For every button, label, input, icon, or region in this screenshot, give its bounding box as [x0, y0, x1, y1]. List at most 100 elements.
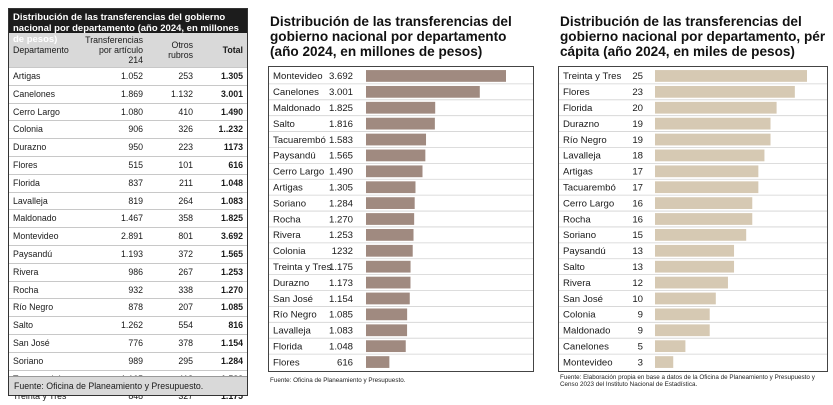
category-label: Rocha: [273, 214, 301, 225]
value-label: 19: [632, 135, 643, 146]
cell-department: Florida: [9, 174, 79, 192]
cell-other: 338: [147, 281, 197, 299]
cell-total: 1.270: [197, 281, 247, 299]
cell-department: Maldonado: [9, 210, 79, 228]
category-label: Río Negro: [563, 135, 607, 146]
category-label: Río Negro: [273, 310, 317, 321]
cell-total: 3.001: [197, 85, 247, 103]
bar: [655, 70, 807, 82]
cell-department: Montevideo: [9, 228, 79, 246]
cell-total: 1.048: [197, 174, 247, 192]
category-label: Treinta y Tres: [273, 262, 331, 273]
value-label: 1.816: [329, 119, 353, 130]
bar: [366, 229, 414, 241]
bar: [655, 324, 710, 336]
value-label: 1.825: [329, 103, 353, 114]
bar: [366, 213, 414, 225]
cell-article-214: 1.869: [79, 85, 147, 103]
cell-other: 253: [147, 68, 197, 86]
category-label: Artigas: [563, 167, 593, 178]
cell-total: 1.490: [197, 103, 247, 121]
value-label: 12: [632, 278, 643, 289]
value-label: 13: [632, 246, 643, 257]
cell-article-214: 1.193: [79, 245, 147, 263]
value-label: 1.565: [329, 151, 353, 162]
value-label: 1.490: [329, 167, 353, 178]
cell-other: 207: [147, 299, 197, 317]
bar: [366, 134, 426, 146]
cell-other: 295: [147, 352, 197, 370]
category-label: Paysandú: [273, 151, 316, 162]
bar: [655, 134, 771, 146]
transfers-table: Departamento Transferencias por artículo…: [9, 33, 247, 405]
category-label: Treinta y Tres: [563, 71, 621, 82]
category-label: Tacuarembó: [273, 135, 326, 146]
cell-article-214: 819: [79, 192, 147, 210]
value-label: 16: [632, 214, 643, 225]
bar: [655, 293, 716, 305]
category-label: Maldonado: [273, 103, 320, 114]
value-label: 18: [632, 151, 643, 162]
bar: [655, 356, 673, 368]
bar: [366, 70, 506, 82]
value-label: 9: [638, 310, 643, 321]
value-label: 1.284: [329, 198, 354, 209]
bar: [655, 165, 758, 177]
cell-article-214: 1.052: [79, 68, 147, 86]
category-label: Florida: [273, 341, 303, 352]
bar: [655, 261, 734, 273]
cell-article-214: 932: [79, 281, 147, 299]
cell-department: Soriano: [9, 352, 79, 370]
cell-total: 1.825: [197, 210, 247, 228]
table-source: Fuente: Oficina de Planeamiento y Presup…: [9, 376, 247, 395]
category-label: Lavalleja: [273, 326, 312, 337]
value-label: 1.083: [329, 326, 353, 337]
category-label: Rocha: [563, 214, 591, 225]
bar: [366, 165, 423, 177]
value-label: 1.175: [329, 262, 353, 273]
bar: [366, 181, 415, 193]
bar: [655, 102, 777, 114]
cell-total: 3.692: [197, 228, 247, 246]
cell-other: 372: [147, 245, 197, 263]
cell-other: 211: [147, 174, 197, 192]
category-label: Florida: [563, 103, 593, 114]
category-label: Paysandú: [563, 246, 606, 257]
percapita-chart-title: Distribución de las transferencias del g…: [560, 14, 828, 59]
cell-department: San José: [9, 334, 79, 352]
cell-department: Canelones: [9, 85, 79, 103]
category-label: Durazno: [563, 119, 599, 130]
cell-total: 1.085: [197, 299, 247, 317]
value-label: 3: [638, 357, 643, 368]
cell-total: 1.253: [197, 263, 247, 281]
bar: [655, 213, 752, 225]
cell-department: Flores: [9, 156, 79, 174]
cell-article-214: 515: [79, 156, 147, 174]
value-label: 616: [337, 357, 353, 368]
value-label: 20: [632, 103, 643, 114]
bar: [366, 118, 435, 130]
bar: [366, 308, 407, 320]
bar: [655, 340, 685, 352]
bar: [366, 245, 413, 257]
cell-article-214: 1.467: [79, 210, 147, 228]
value-label: 3.692: [329, 71, 353, 82]
cell-other: 267: [147, 263, 197, 281]
bar: [655, 308, 710, 320]
value-label: 9: [638, 326, 643, 337]
cell-total: 1..232: [197, 121, 247, 139]
value-label: 10: [632, 294, 643, 305]
cell-total: 1.565: [197, 245, 247, 263]
bar: [366, 277, 410, 289]
